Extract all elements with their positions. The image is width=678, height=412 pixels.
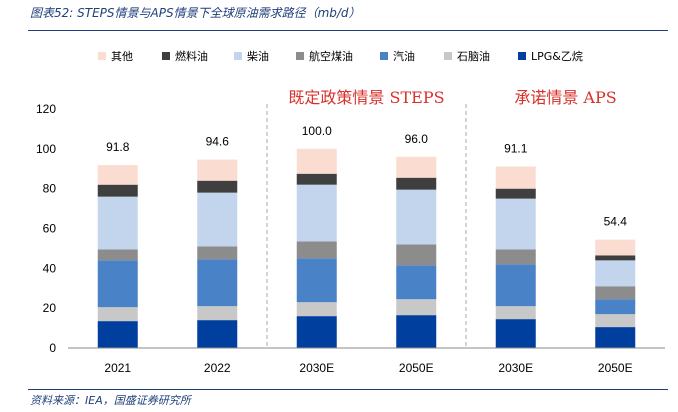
bar-segment-汽油 [396,265,437,300]
legend-label: 石脑油 [457,49,490,63]
bar-segment-石脑油 [197,306,238,321]
y-tick-label: 0 [49,341,56,355]
bar-segment-汽油 [595,299,636,315]
bar-segment-燃料油 [495,188,536,199]
scenario-annotations: 既定政策情景 STEPS 承诺情景 APS [288,88,616,107]
legend: 其他 燃料油 柴油 航空煤油 汽油 石脑油 LPG&乙烷 [98,49,583,63]
bar-segment-燃料油 [197,180,238,193]
bar-segment-其他 [595,239,636,256]
bar-segment-柴油 [495,198,536,250]
bar-segment-柴油 [595,260,636,287]
legend-swatch [234,52,242,60]
legend-label: 汽油 [393,49,415,63]
total-label: 91.1 [504,142,528,156]
total-label: 100.0 [302,124,332,138]
bar-segment-LPG&乙烷 [296,316,337,348]
legend-swatch [444,52,452,60]
x-tick-label: 2050E [598,361,633,375]
bar-segment-柴油 [97,196,138,250]
x-axis: 2021 2022 2030E 2050E 2030E 2050E [68,347,665,375]
bar-segment-石脑油 [495,306,536,320]
bar-segment-石脑油 [396,299,437,316]
legend-swatch [162,52,170,60]
bar-segment-航空煤油 [396,244,437,266]
bar-segment-燃料油 [595,255,636,261]
bar-segment-航空煤油 [97,249,138,261]
source-rule [28,389,668,390]
legend-label: LPG&乙烷 [531,49,583,63]
legend-label: 燃料油 [175,49,208,63]
scenario-label: 承诺情景 APS [514,88,616,107]
legend-label: 航空煤油 [309,49,353,63]
legend-swatch [296,52,304,60]
bar-segment-石脑油 [97,307,138,322]
x-tick-label: 2030E [299,361,334,375]
bar-segment-燃料油 [296,173,337,185]
y-tick-label: 100 [36,142,56,156]
bar-segment-汽油 [296,258,337,303]
bar-segment-LPG&乙烷 [495,319,536,348]
legend-label: 柴油 [247,49,269,63]
total-labels: 91.8 94.6 100.0 96.0 91.1 54.4 [106,124,627,229]
y-tick-label: 60 [43,222,57,236]
bar-segment-航空煤油 [296,241,337,259]
total-label: 91.8 [106,140,130,154]
bar-segment-其他 [197,159,238,181]
y-tick-label: 40 [43,261,57,275]
legend-swatch [380,52,388,60]
figure-title: 图表52: STEPS情景与APS情景下全球原油需求路径（mb/d） [30,6,361,20]
x-tick-label: 2021 [104,361,131,375]
bar-segment-汽油 [495,264,536,307]
total-label: 96.0 [405,132,429,146]
x-tick-label: 2050E [399,361,434,375]
scenario-label: 既定政策情景 STEPS [288,88,444,107]
bar-segment-航空煤油 [495,249,536,265]
bar-segment-其他 [396,156,437,178]
bar-segment-其他 [97,165,138,185]
bar-segment-LPG&乙烷 [396,315,437,348]
title-rule [28,30,668,31]
total-label: 94.6 [206,135,230,149]
bar-segment-石脑油 [296,302,337,317]
legend-label: 其他 [111,50,133,63]
x-tick-label: 2030E [498,361,533,375]
source-note: 资料来源：IEA，国盛证券研究所 [30,394,191,407]
scenario-separators [266,104,467,348]
y-axis: 0 20 40 60 80 100 120 [36,102,56,355]
bar-segment-柴油 [296,184,337,242]
bar-segment-柴油 [396,189,437,245]
y-tick-label: 20 [43,301,57,315]
legend-swatch [518,52,526,60]
bars [97,148,636,348]
y-tick-label: 80 [43,182,57,196]
bar-segment-LPG&乙烷 [595,327,636,348]
y-tick-label: 120 [36,102,56,116]
bar-segment-汽油 [197,259,238,307]
total-label: 54.4 [604,215,628,229]
legend-swatch [98,52,106,60]
bar-segment-燃料油 [396,177,437,190]
bar-segment-航空煤油 [595,286,636,300]
bar-segment-其他 [296,148,337,174]
bar-segment-柴油 [197,192,238,247]
bar-segment-石脑油 [595,314,636,328]
bar-segment-LPG&乙烷 [97,321,138,348]
bar-segment-燃料油 [97,184,138,197]
bar-segment-LPG&乙烷 [197,320,238,348]
bar-segment-汽油 [97,260,138,308]
x-tick-label: 2022 [204,361,231,375]
bar-segment-其他 [495,166,536,189]
bar-segment-航空煤油 [197,246,238,260]
